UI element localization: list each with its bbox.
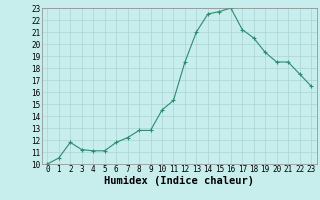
- X-axis label: Humidex (Indice chaleur): Humidex (Indice chaleur): [104, 176, 254, 186]
